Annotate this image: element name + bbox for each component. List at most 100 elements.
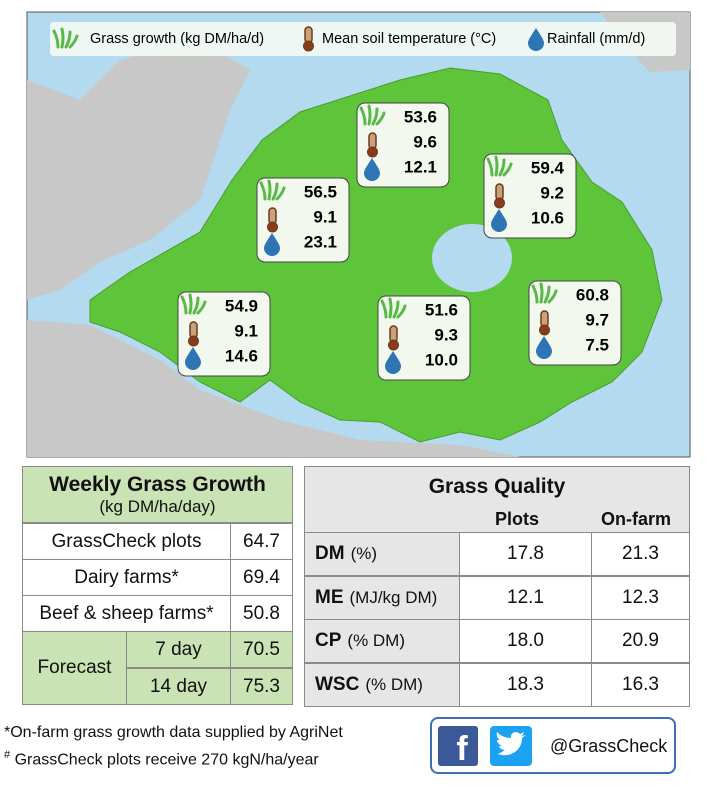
- station-growth: 60.8: [576, 285, 609, 304]
- footnote: # GrassCheck plots receive 270 kgN/ha/ye…: [4, 749, 319, 769]
- col-header: Plots: [495, 509, 540, 529]
- growth-header: Weekly Grass Growth (kg DM/ha/day): [22, 466, 293, 523]
- facebook-icon[interactable]: [438, 726, 478, 766]
- param-unit: (% DM): [365, 674, 423, 694]
- rain-icon: [364, 158, 380, 181]
- legend-label: Rainfall (mm/d): [547, 31, 645, 47]
- grass-icon: [271, 182, 279, 201]
- grass-icon: [498, 158, 506, 177]
- station-temp: 9.1: [234, 321, 258, 340]
- thermometer-bulb: [494, 197, 505, 209]
- social-handle[interactable]: @GrassCheck: [550, 736, 668, 756]
- grass-icon: [60, 27, 65, 49]
- grass-icon: [539, 282, 544, 304]
- grass-icon: [502, 162, 513, 177]
- station-temp: 9.1: [313, 207, 337, 226]
- station-growth: 59.4: [531, 158, 565, 177]
- param-unit: (%): [350, 544, 378, 563]
- grass-icon: [531, 284, 539, 304]
- forecast-period: 14 day: [126, 668, 231, 705]
- quality-header: Grass Quality Plots On-farm: [304, 466, 690, 532]
- station-box: [356, 102, 450, 188]
- social-icons: f: [438, 726, 532, 768]
- station-box: [377, 295, 471, 381]
- quality-param: ME (MJ/kg DM): [304, 575, 460, 620]
- station-temp: 9.7: [585, 310, 609, 329]
- station-growth: 51.6: [425, 300, 458, 319]
- grass-icon: [196, 300, 207, 315]
- thermometer-bulb: [303, 40, 314, 52]
- rain-icon: [528, 28, 544, 51]
- param-name: ME: [315, 586, 344, 608]
- grass-icon: [259, 181, 267, 201]
- quality-plots: 18.0: [459, 619, 592, 663]
- param-name: DM: [315, 543, 345, 564]
- grass-icon: [275, 186, 286, 201]
- map: Grass growth (kg DM/ha/d) Mean soil tempe…: [26, 11, 691, 458]
- legend-box: [50, 22, 676, 56]
- grass-icon: [367, 104, 372, 126]
- lough-neagh: [432, 224, 512, 292]
- twitter-bird: [496, 732, 526, 756]
- station-rain: 14.6: [225, 346, 258, 365]
- rain-icon: [491, 209, 507, 232]
- station-rain: 12.1: [404, 157, 437, 176]
- quality-param: CP (% DM): [304, 619, 460, 663]
- station-box: [483, 153, 577, 239]
- station-box: [256, 177, 350, 263]
- quality-onfarm: 12.3: [591, 575, 690, 620]
- thermometer-bulb: [388, 339, 399, 351]
- grass-icon: [188, 293, 193, 315]
- social-box: f @GrassCheck: [430, 717, 676, 774]
- grass-icon: [396, 304, 407, 319]
- grass-icon: [359, 106, 367, 126]
- thermometer-bulb: [539, 324, 550, 336]
- rain-icon: [536, 336, 552, 359]
- grass-icon: [267, 179, 272, 201]
- grass-icon: [486, 157, 494, 177]
- row-value: 64.7: [230, 523, 293, 560]
- grass-icon: [388, 297, 393, 319]
- station-rain: 7.5: [585, 335, 609, 354]
- quality-onfarm: 16.3: [591, 662, 690, 707]
- quality-param: WSC (% DM): [304, 662, 460, 707]
- grass-icon: [392, 300, 400, 319]
- grass-icon: [371, 107, 379, 126]
- station-temp: 9.3: [434, 325, 458, 344]
- thermometer-bulb: [267, 221, 278, 233]
- grass-icon: [375, 111, 386, 126]
- station-growth: 54.9: [225, 296, 258, 315]
- grass-icon: [64, 30, 72, 49]
- grass-icon: [380, 299, 388, 319]
- forecast-value: 70.5: [230, 631, 293, 668]
- quality-plots: 12.1: [459, 575, 592, 620]
- forecast-label: Forecast: [22, 631, 127, 705]
- growth-title: Weekly Grass Growth: [49, 472, 266, 496]
- grass-icon: [547, 289, 558, 304]
- station-box: [177, 291, 271, 377]
- footnote-text: GrassCheck plots receive 270 kgN/ha/year: [10, 751, 319, 769]
- forecast-period: 7 day: [126, 631, 231, 668]
- station-temp: 9.6: [413, 132, 437, 151]
- station-rain: 23.1: [304, 232, 337, 251]
- param-name: WSC: [315, 673, 360, 695]
- station-box: [528, 280, 622, 366]
- row-value: 69.4: [230, 559, 293, 596]
- quality-param: DM (%): [304, 532, 460, 576]
- param-unit: (MJ/kg DM): [349, 587, 438, 607]
- col-header: On-farm: [601, 509, 672, 529]
- grass-icon: [543, 285, 551, 304]
- grass-icon: [494, 155, 499, 177]
- thermometer-bulb: [367, 146, 378, 158]
- footnote: *On-farm grass growth data supplied by A…: [4, 724, 343, 742]
- rain-icon: [185, 347, 201, 370]
- quality-plots: 17.8: [459, 532, 592, 576]
- growth-subtitle: (kg DM/ha/day): [99, 496, 216, 516]
- quality-title: Grass Quality: [428, 475, 566, 498]
- land: [27, 320, 520, 457]
- param-unit: (% DM): [347, 631, 406, 650]
- rain-icon: [385, 351, 401, 374]
- quality-onfarm: 20.9: [591, 619, 690, 663]
- grass-icon: [192, 296, 200, 315]
